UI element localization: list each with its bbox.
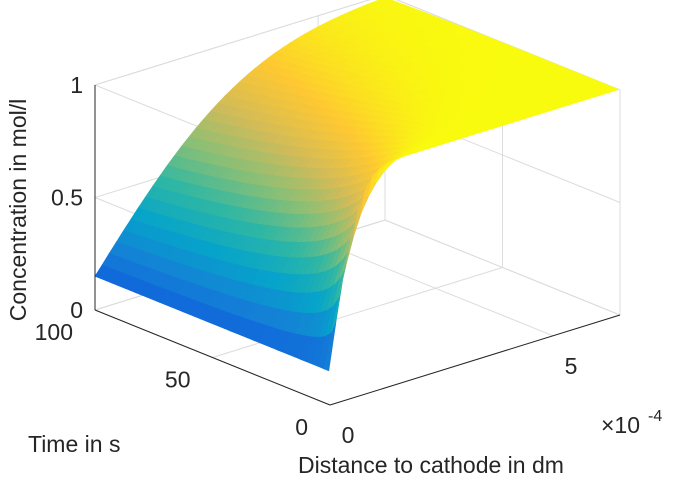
z-tick-label: 0	[70, 297, 83, 323]
y-tick-label: 100	[35, 319, 73, 345]
x-tick-label: 0	[342, 422, 355, 448]
y-tick-label: 0	[295, 414, 308, 440]
axis-line	[94, 309, 331, 406]
z-axis-label: Concentration in mol/l	[5, 99, 31, 321]
x-exponent-power: -4	[648, 408, 662, 425]
surface-patch	[606, 87, 620, 93]
axis-line	[329, 314, 621, 406]
axes-front	[94, 85, 621, 406]
z-tick-label: 0.5	[51, 185, 83, 211]
y-tick-label: 50	[165, 367, 191, 393]
z-tick-label: 1	[70, 72, 83, 98]
x-tick-label: 5	[565, 353, 578, 379]
concentration-surface	[94, 0, 620, 372]
x-exponent-base: ×10	[601, 412, 640, 438]
y-axis-label: Time in s	[28, 431, 120, 457]
x-axis-label: Distance to cathode in dm	[298, 452, 564, 477]
